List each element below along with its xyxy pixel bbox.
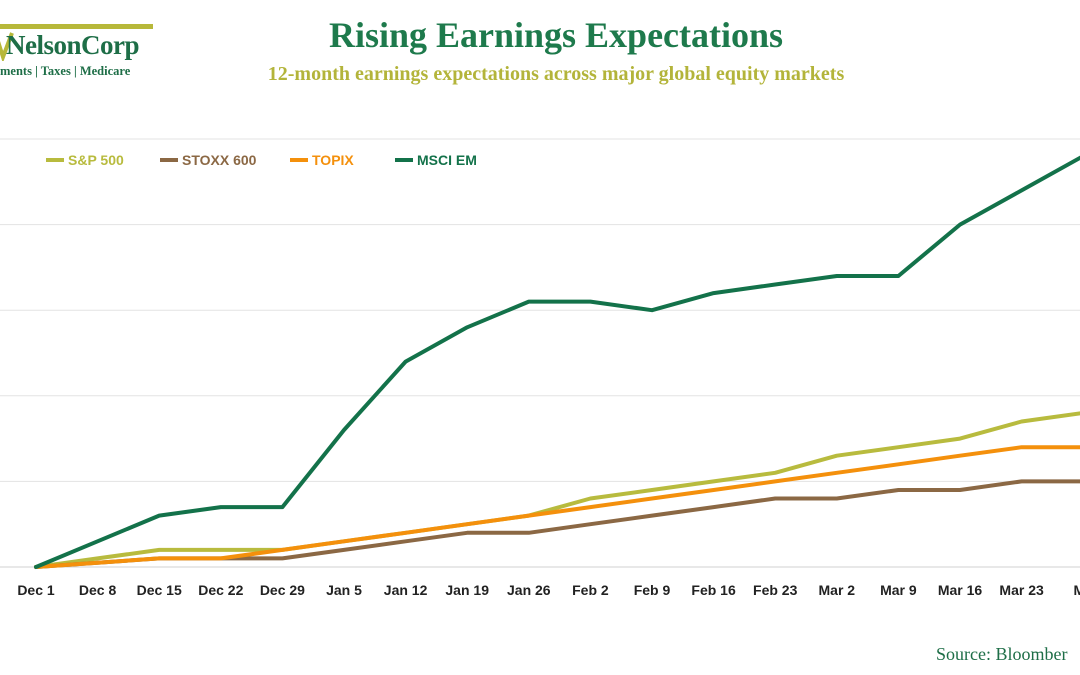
series-line — [34, 479, 1080, 569]
legend-label: STOXX 600 — [182, 152, 257, 168]
source-note: Source: Bloomber — [936, 644, 1068, 664]
series-line — [34, 411, 1080, 569]
chart-subtitle: 12-month earnings expectations across ma… — [267, 63, 845, 85]
legend-label: MSCI EM — [417, 152, 477, 168]
x-tick-label: Jan 26 — [507, 582, 551, 598]
x-tick-label: Jan 19 — [445, 582, 489, 598]
logo-bar — [0, 24, 153, 29]
x-tick-label: Feb 2 — [572, 582, 609, 598]
x-tick-label: Dec 8 — [79, 582, 117, 598]
x-tick-label: Jan 12 — [384, 582, 428, 598]
legend-label: S&P 500 — [68, 152, 124, 168]
legend-label: TOPIX — [312, 152, 354, 168]
series-line — [34, 445, 1080, 569]
series-line — [34, 155, 1080, 569]
x-tick-label: Mar 9 — [880, 582, 917, 598]
chart-title: Rising Earnings Expectations — [328, 15, 784, 55]
x-tick-label: Dec 29 — [260, 582, 305, 598]
x-tick-label: Dec 22 — [198, 582, 243, 598]
logo-tagline: ments | Taxes | Medicare — [0, 64, 131, 78]
x-tick-label: Feb 23 — [753, 582, 798, 598]
x-tick-label: Mar 16 — [938, 582, 983, 598]
logo-name: NelsonCorp — [6, 30, 140, 60]
x-tick-label: Dec 15 — [137, 582, 182, 598]
logo-check-icon — [0, 32, 14, 61]
x-tick-label: Jan 5 — [326, 582, 362, 598]
x-tick-label: Feb 16 — [691, 582, 736, 598]
x-tick-label: Dec 1 — [17, 582, 55, 598]
x-tick-label: Feb 9 — [634, 582, 671, 598]
x-tick-label: Ma — [1073, 582, 1080, 598]
x-tick-label: Mar 2 — [819, 582, 856, 598]
x-tick-label: Mar 23 — [999, 582, 1044, 598]
